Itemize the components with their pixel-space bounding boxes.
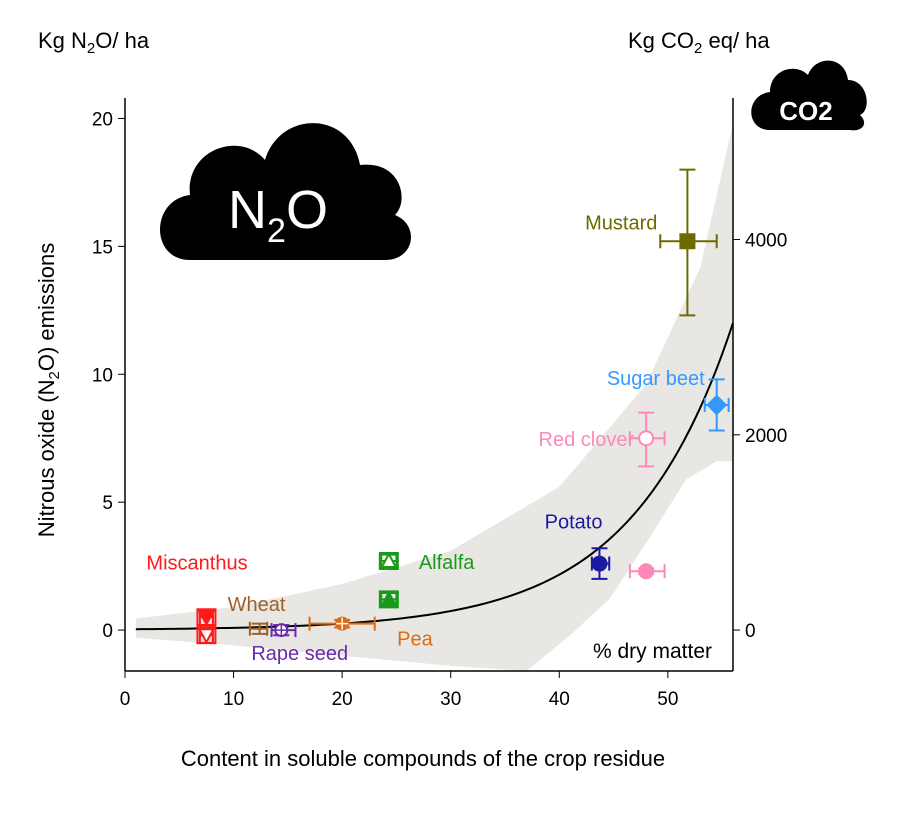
data-point-circle xyxy=(638,563,655,580)
y2-tick-label: 2000 xyxy=(745,426,787,447)
svg-text:CO2: CO2 xyxy=(779,96,832,126)
x-tick-label: 10 xyxy=(223,689,244,710)
data-point-triangle xyxy=(380,551,398,569)
x-tick-label: 0 xyxy=(120,689,131,710)
data-point-triangle xyxy=(380,590,398,607)
x-tick-label: 20 xyxy=(332,689,353,710)
data-point-square xyxy=(679,233,696,250)
confidence-band xyxy=(135,123,733,671)
data-label: Rape seed xyxy=(251,643,348,665)
data-label: Wheat xyxy=(228,594,286,616)
right-unit-label: Kg CO2 eq/ ha xyxy=(628,28,770,57)
trend-curve xyxy=(135,322,734,631)
y2-tick-label: 4000 xyxy=(745,231,787,252)
co2-cloud-icon: CO2 xyxy=(751,60,867,131)
data-label: Alfalfa xyxy=(419,552,475,574)
y-tick-label: 20 xyxy=(92,109,113,130)
x-tick-label: 30 xyxy=(440,689,461,710)
y-axis-label: Nitrous oxide (N2O) emissions xyxy=(34,243,63,537)
x-axis-label: Content in soluble compounds of the crop… xyxy=(181,746,665,771)
data-label: Miscanthus xyxy=(146,552,247,574)
y2-tick-label: 0 xyxy=(745,621,756,642)
marker-cross xyxy=(275,624,288,637)
left-unit-label: Kg N2O/ ha xyxy=(38,28,150,57)
data-point-triangle-down xyxy=(197,628,216,645)
y-tick-label: 10 xyxy=(92,365,113,386)
x-unit-note: % dry matter xyxy=(593,640,712,663)
data-point-circle xyxy=(638,430,655,447)
data-label: Potato xyxy=(545,512,603,534)
x-tick-label: 40 xyxy=(549,689,570,710)
x-tick-label: 50 xyxy=(657,689,678,710)
data-label: Pea xyxy=(397,629,433,651)
data-label: Sugar beet xyxy=(607,368,705,390)
n2o-cloud-icon: N2O xyxy=(160,123,412,261)
y-tick-label: 0 xyxy=(102,621,113,642)
data-point-circle xyxy=(591,555,608,572)
data-point-triangle-down xyxy=(197,610,216,627)
marker-cross xyxy=(336,617,349,630)
svg-text:N2O: N2O xyxy=(228,180,328,250)
y-tick-label: 5 xyxy=(102,493,113,514)
data-point-diamond xyxy=(706,394,728,416)
data-label: Mustard xyxy=(585,212,657,234)
data-label: Red clover xyxy=(539,429,635,451)
y-tick-label: 15 xyxy=(92,237,113,258)
